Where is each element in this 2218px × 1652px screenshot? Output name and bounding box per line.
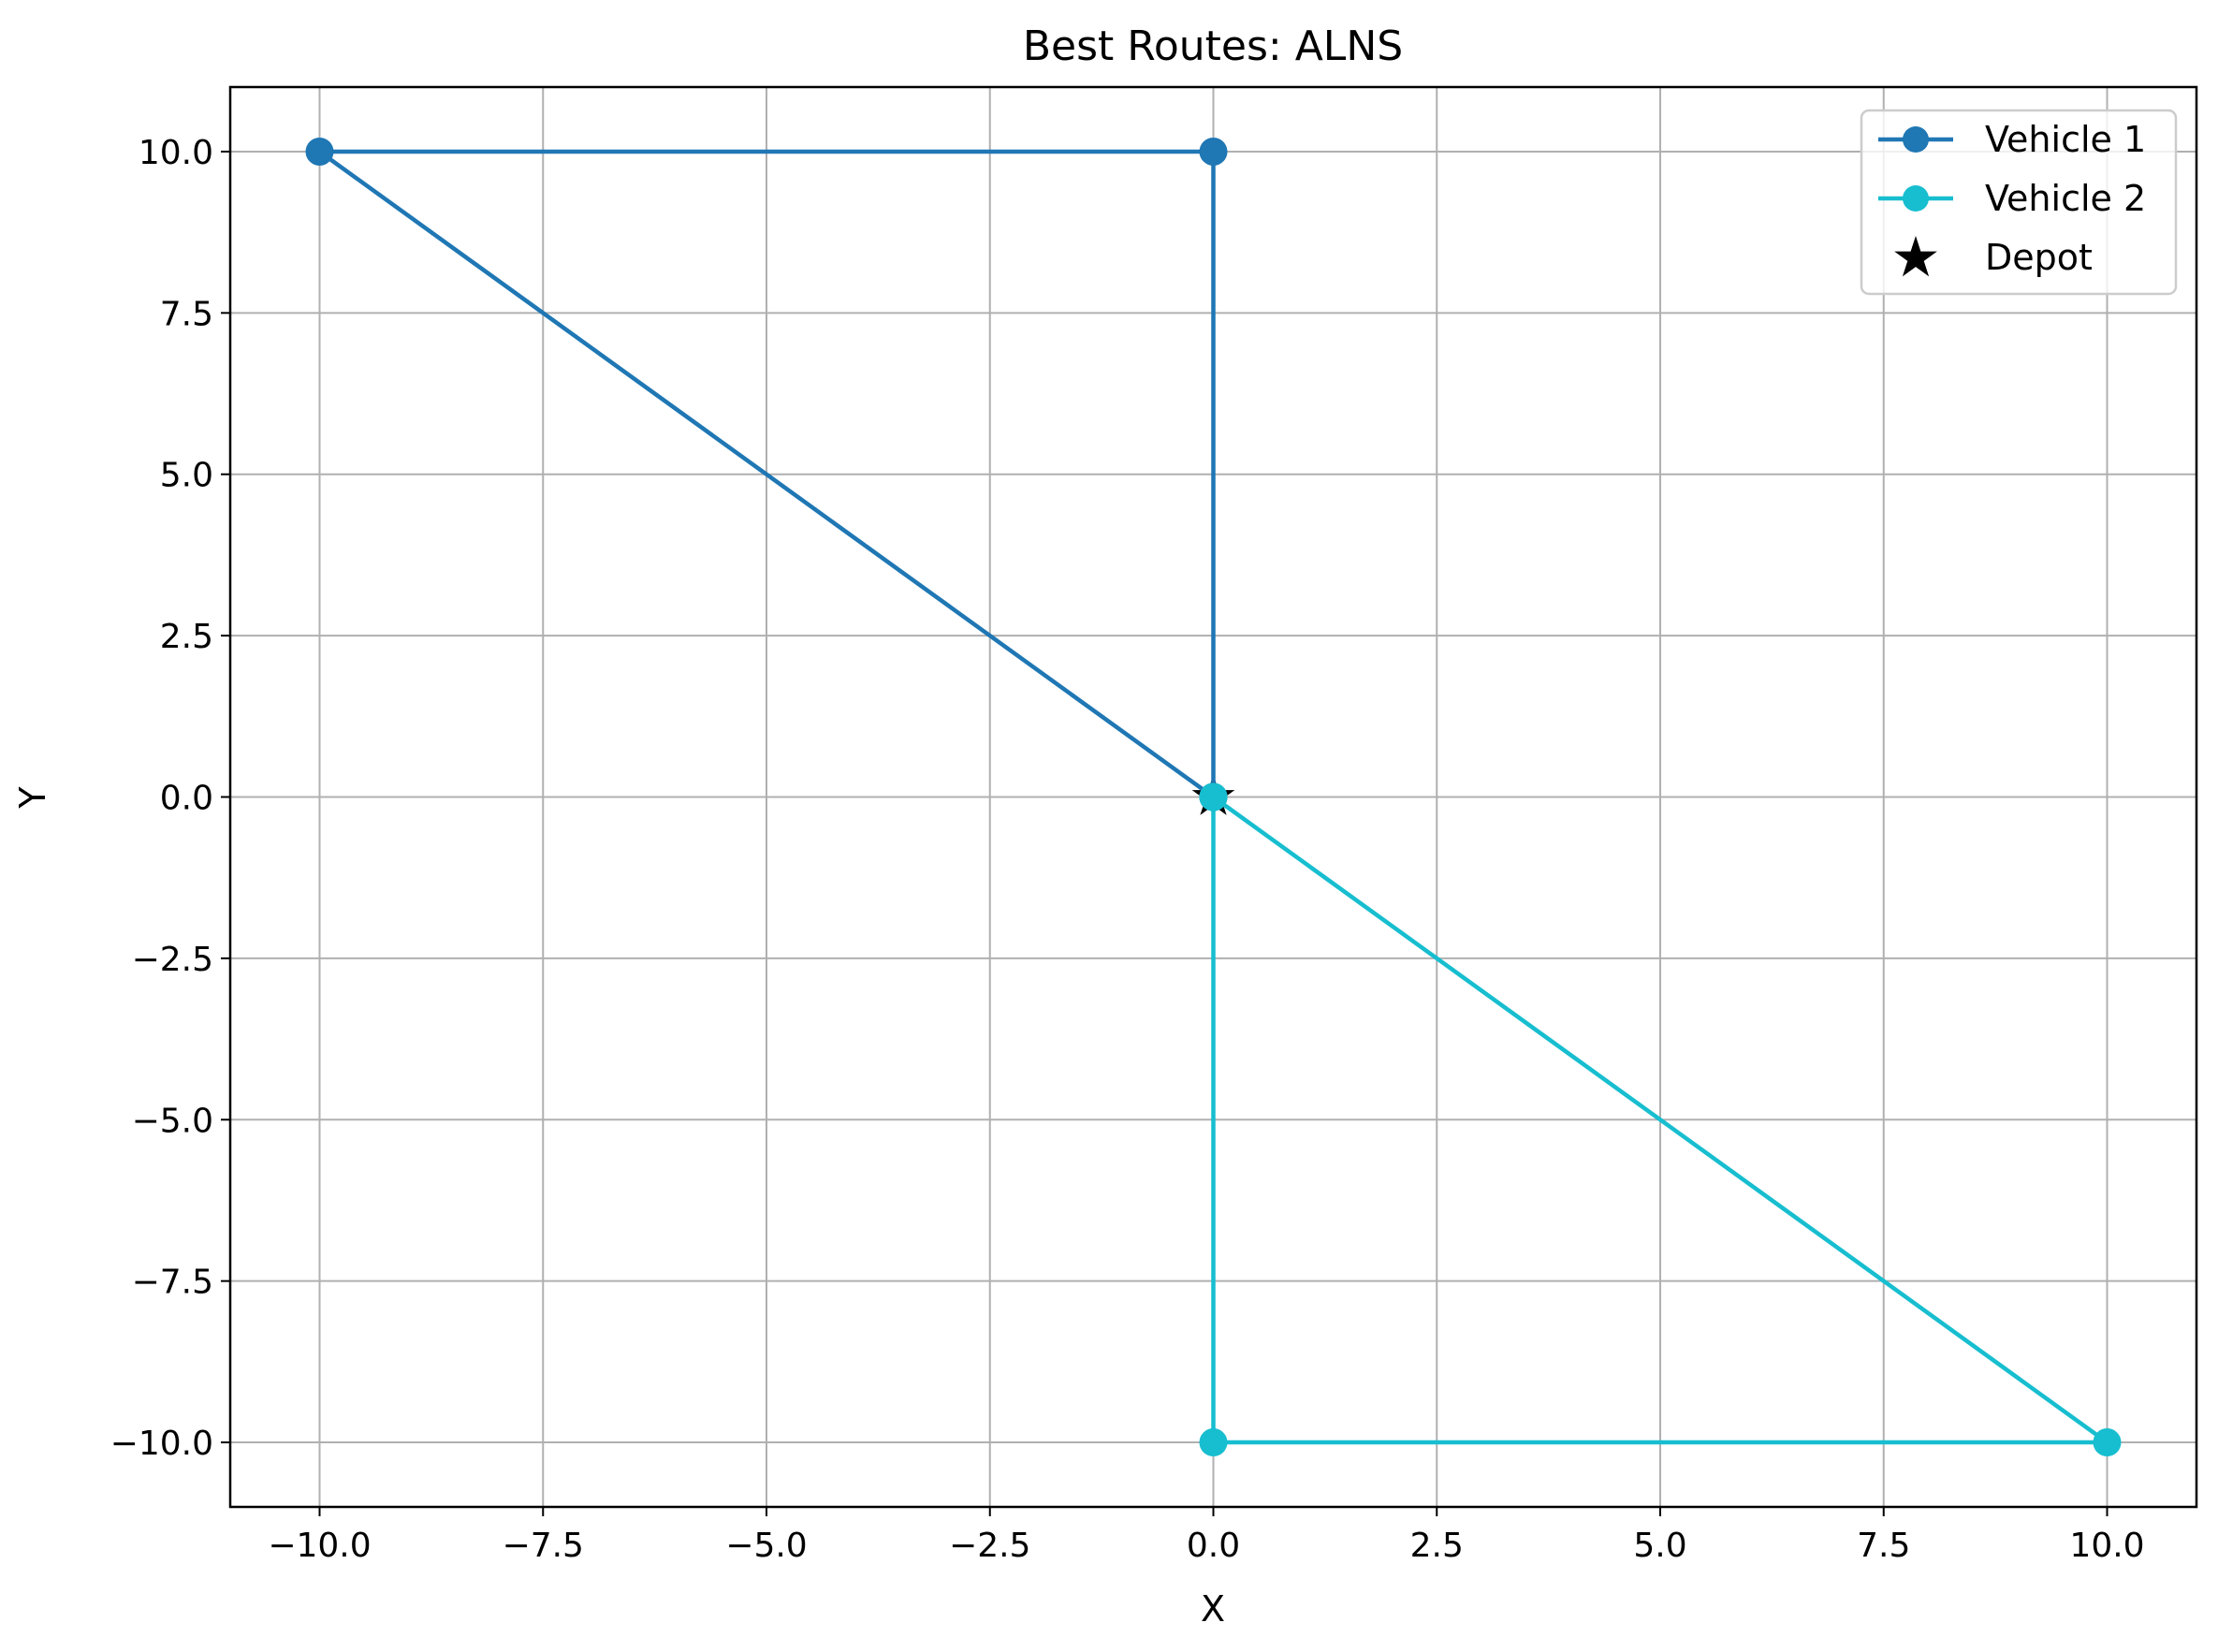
legend-depot-star-icon xyxy=(1894,236,1937,277)
x-axis-label: X xyxy=(1201,1588,1225,1630)
y-tick-label: −10.0 xyxy=(110,1425,213,1463)
x-tick-label: −2.5 xyxy=(949,1527,1030,1565)
legend: Vehicle 1 Vehicle 2 Depot xyxy=(1860,109,2178,296)
x-tick-label: −7.5 xyxy=(503,1527,584,1565)
x-tick-label: 2.5 xyxy=(1410,1527,1464,1565)
x-tick-label: −10.0 xyxy=(268,1527,371,1565)
legend-vehicle-2-label: Vehicle 2 xyxy=(1985,178,2146,219)
x-tick-label: −5.0 xyxy=(725,1527,807,1565)
axis-ticks: −10.0 −7.5 −5.0 −2.5 0.0 2.5 5.0 7.5 10.0 −10.0 −7… xyxy=(110,134,2145,1565)
data-point-vehicle-2 xyxy=(1199,1428,1228,1457)
legend-box xyxy=(1860,109,2178,296)
y-tick-label: 10.0 xyxy=(139,134,213,172)
x-tick-label: 5.0 xyxy=(1633,1527,1686,1565)
y-tick-label: 5.0 xyxy=(160,457,213,495)
data-point-vehicle-1 xyxy=(1199,137,1228,166)
legend-depot-label: Depot xyxy=(1985,237,2093,278)
legend-vehicle-1-label: Vehicle 1 xyxy=(1985,119,2146,160)
y-tick-label: 7.5 xyxy=(160,295,213,333)
chart-title: Best Routes: ALNS xyxy=(1023,22,1403,70)
y-tick-label: −5.0 xyxy=(132,1102,213,1140)
series-line-vehicle-2 xyxy=(1211,795,2109,1445)
x-tick-label: 7.5 xyxy=(1857,1527,1910,1565)
y-tick-label: 0.0 xyxy=(160,780,213,818)
y-tick-label: −2.5 xyxy=(132,941,213,979)
legend-vehicle-1-marker xyxy=(1903,126,1929,153)
data-point-vehicle-1 xyxy=(305,137,334,166)
x-tick-label: 10.0 xyxy=(2069,1527,2144,1565)
y-axis-label: Y xyxy=(12,786,53,810)
data-point-vehicle-2 xyxy=(2093,1428,2122,1457)
plot-series xyxy=(305,137,2122,1457)
x-tick-label: 0.0 xyxy=(1187,1527,1240,1565)
y-tick-label: −7.5 xyxy=(132,1264,213,1302)
y-tick-label: 2.5 xyxy=(160,618,213,656)
legend-vehicle-2-marker xyxy=(1903,185,1929,212)
series-line-vehicle-1 xyxy=(317,149,1216,799)
depot-overlap-point xyxy=(1199,782,1228,811)
